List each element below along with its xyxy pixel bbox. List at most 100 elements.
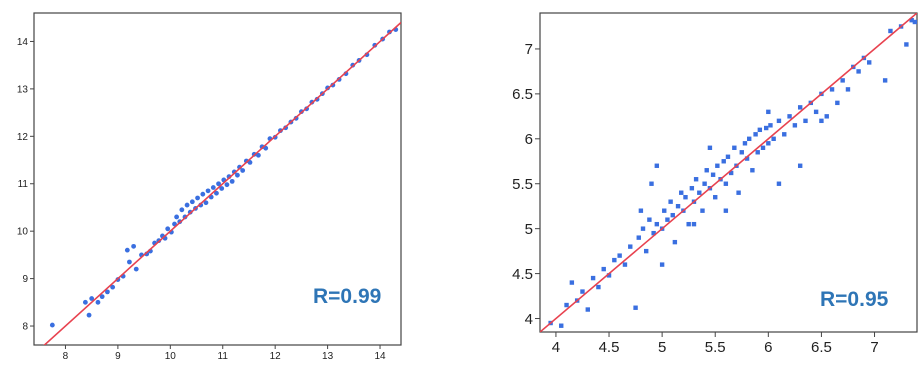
data-point — [700, 208, 705, 213]
y-tick-label: 12 — [17, 132, 29, 143]
data-point — [216, 181, 221, 187]
data-point — [736, 190, 741, 195]
data-point — [606, 273, 612, 278]
x-tick-label: 11 — [218, 351, 229, 362]
data-point — [640, 226, 646, 231]
data-point — [200, 191, 206, 197]
data-point — [912, 19, 918, 25]
y-tick-label: 10 — [17, 227, 29, 238]
data-point — [797, 105, 803, 110]
y-tick-label: 11 — [18, 179, 29, 190]
data-point — [835, 100, 840, 106]
data-point — [590, 275, 596, 281]
data-point — [721, 159, 726, 164]
x-tick-label: 5 — [658, 339, 666, 356]
data-point — [585, 307, 590, 312]
data-point — [617, 253, 622, 258]
data-point — [776, 118, 782, 124]
data-point — [888, 28, 893, 34]
y-tick-label: 4.5 — [512, 266, 533, 283]
fit-line-right — [540, 13, 917, 332]
data-point — [89, 296, 95, 301]
data-point — [654, 221, 660, 227]
data-point — [105, 289, 110, 295]
data-point — [845, 87, 851, 92]
data-point — [205, 188, 211, 194]
data-point — [633, 305, 638, 310]
data-point — [867, 60, 872, 65]
data-point — [133, 266, 139, 272]
data-point — [210, 185, 216, 190]
data-point — [757, 127, 763, 133]
x-tick-label: 7 — [870, 339, 878, 356]
data-point — [787, 114, 792, 119]
data-point — [739, 150, 744, 155]
y-tick-label: 13 — [17, 84, 29, 95]
data-point — [753, 132, 758, 137]
data-point — [686, 221, 691, 227]
data-point — [49, 322, 55, 328]
data-point — [628, 244, 633, 249]
data-point — [662, 208, 667, 213]
y-tick-label: 7 — [525, 41, 533, 58]
data-point — [764, 125, 769, 131]
data-point — [797, 163, 803, 168]
data-point — [86, 312, 92, 318]
data-point — [647, 217, 652, 222]
data-point — [564, 302, 569, 308]
data-point — [755, 150, 760, 155]
data-point — [99, 294, 105, 300]
data-point — [229, 178, 235, 184]
data-point — [728, 170, 734, 176]
data-point — [771, 136, 776, 142]
data-point — [747, 136, 752, 142]
data-point — [792, 123, 798, 128]
x-tick-label: 6.5 — [811, 339, 832, 356]
data-point — [819, 118, 824, 124]
data-point — [596, 284, 601, 290]
data-point — [672, 239, 678, 245]
data-point — [124, 247, 130, 253]
data-point — [654, 163, 660, 168]
data-point — [638, 208, 644, 213]
y-tick-label: 4 — [525, 311, 533, 328]
data-point — [683, 195, 688, 200]
data-point — [742, 141, 748, 146]
data-point — [580, 289, 585, 294]
data-point — [659, 262, 665, 267]
data-point — [665, 217, 670, 222]
data-point — [601, 266, 606, 272]
data-point — [675, 203, 681, 209]
data-point — [723, 181, 729, 186]
data-point — [110, 284, 116, 290]
data-point — [840, 78, 845, 83]
data-point — [165, 226, 171, 232]
x-tick-label: 6 — [764, 339, 772, 356]
data-point — [723, 208, 729, 213]
data-point — [214, 190, 219, 196]
data-point — [725, 154, 731, 159]
data-point — [622, 262, 628, 267]
data-point — [189, 199, 195, 205]
data-point — [235, 172, 240, 178]
data-point — [829, 87, 835, 92]
x-tick-label: 8 — [63, 351, 69, 362]
data-point — [691, 221, 697, 227]
y-tick-label: 8 — [22, 322, 28, 333]
x-tick-label: 12 — [270, 351, 282, 362]
data-point — [203, 200, 209, 206]
data-point — [131, 243, 137, 249]
data-point — [813, 109, 819, 115]
data-point — [782, 132, 787, 137]
data-point — [195, 195, 200, 201]
data-point — [679, 190, 684, 195]
data-point — [766, 109, 771, 115]
data-point — [651, 230, 656, 236]
data-point — [174, 214, 180, 220]
data-point — [824, 114, 829, 119]
data-point — [710, 172, 716, 177]
data-point — [693, 177, 699, 182]
data-point — [643, 248, 649, 254]
data-point — [702, 181, 707, 186]
data-point — [219, 186, 225, 191]
